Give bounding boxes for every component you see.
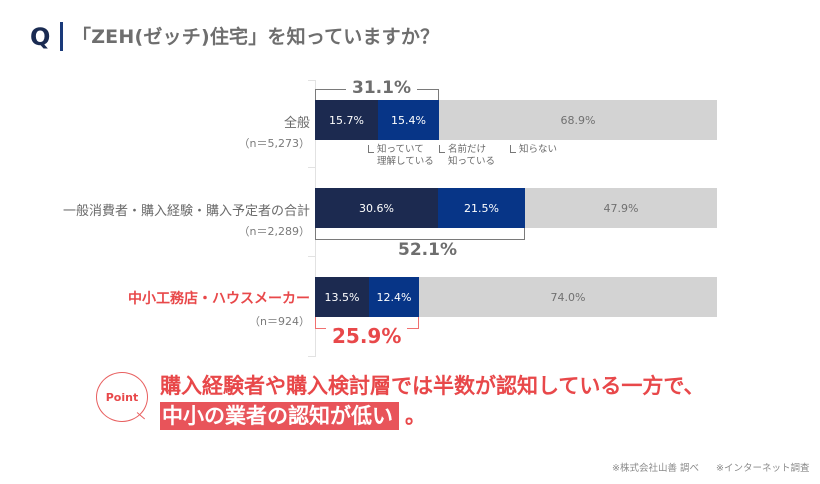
footnote-method: ※インターネット調査 [716, 463, 810, 474]
total-bracket-consumers [315, 228, 525, 240]
category-label-consumers: 一般消費者・購入経験・購入予定者の合計 [62, 204, 310, 219]
point-highlight: 中小の業者の認知が低い [160, 402, 399, 430]
legend-hook-icon [510, 145, 516, 153]
bar-segment-unknown: 47.9% [525, 188, 717, 228]
legend-text: 知っていて [377, 144, 424, 155]
bar-segment-unknown: 74.0% [419, 277, 717, 317]
point-badge: Point [96, 372, 148, 422]
total-label-builders: 25.9% [326, 326, 408, 346]
bar-segment-understand: 13.5% [315, 277, 369, 317]
bar-consumers: 30.6% 21.5% 47.9% [315, 188, 717, 228]
legend-text: 名前だけ [448, 144, 487, 155]
legend-unknown: 知らない [510, 144, 557, 156]
legend-understand: 知っていて 理解している [368, 144, 434, 168]
legend-text: 知らない [519, 144, 558, 155]
title-divider [60, 22, 63, 51]
bar-segment-name-only: 15.4% [378, 100, 439, 140]
bar-segment-understand: 30.6% [315, 188, 438, 228]
bar-segment-name-only: 21.5% [438, 188, 525, 228]
total-label-consumers: 52.1% [392, 241, 463, 259]
axis-tick [308, 167, 315, 168]
legend-name-only: 名前だけ 知っている [439, 144, 495, 168]
bar-segment-unknown: 68.9% [439, 100, 717, 140]
bar-segment-understand: 15.7% [315, 100, 378, 140]
legend-hook-icon [439, 145, 445, 153]
sample-size-consumers: （n＝2,289） [238, 225, 310, 238]
category-label-general: 全般 [283, 116, 310, 131]
axis-tick [308, 356, 315, 357]
page-title: 「ZEH(ゼッチ)住宅」を知っていますか？ [72, 26, 440, 48]
sample-size-builders: （n＝924） [249, 315, 310, 328]
point-text-line2: 中小の業者の認知が低い 。 [160, 402, 426, 430]
legend-hook-icon [368, 145, 374, 153]
question-mark-label: Q [30, 23, 51, 51]
footnote-source: ※株式会社山善 調べ [612, 463, 699, 474]
point-text-line1: 購入経験者や購入検討層では半数が認知している一方で、 [160, 374, 705, 398]
legend-text: 知っている [448, 156, 496, 167]
bar-builders: 13.5% 12.4% 74.0% [315, 277, 717, 317]
sample-size-general: （n＝5,273） [238, 137, 310, 150]
axis-tick [308, 80, 315, 81]
legend-text: 理解している [377, 156, 434, 167]
category-label-builders: 中小工務店・ハウスメーカー [128, 291, 310, 307]
bar-general: 15.7% 15.4% 68.9% [315, 100, 717, 140]
point-badge-text: Point [105, 390, 139, 404]
point-period: 。 [405, 404, 426, 428]
bar-segment-name-only: 12.4% [369, 277, 419, 317]
total-label-general: 31.1% [346, 79, 417, 97]
axis-tick [308, 256, 315, 257]
